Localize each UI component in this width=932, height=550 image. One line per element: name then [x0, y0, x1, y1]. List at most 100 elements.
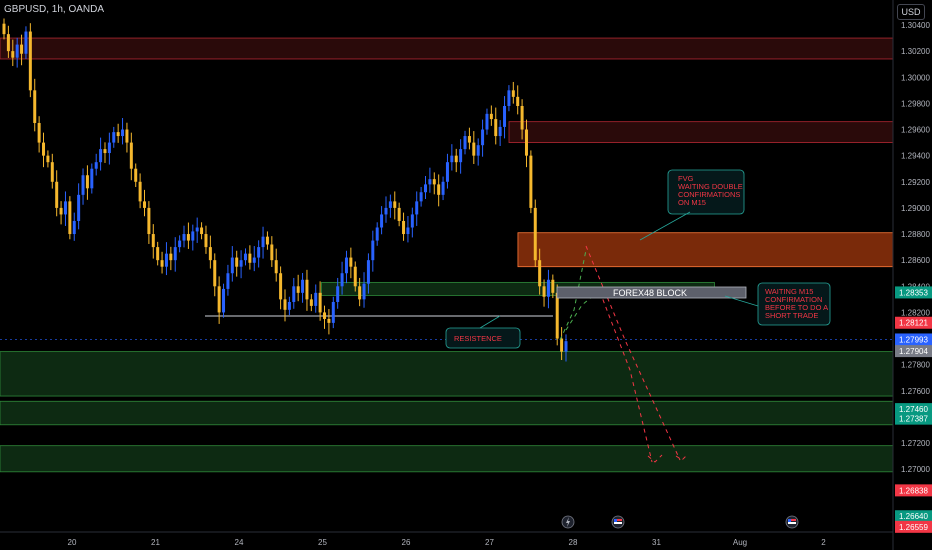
candle-body — [498, 126, 502, 137]
candle-body — [59, 207, 63, 215]
candle-body — [239, 260, 243, 267]
flag-stripe — [614, 519, 622, 521]
candle-body — [362, 283, 366, 300]
price-tag-label: 1.26640 — [899, 512, 928, 521]
forex48-block — [556, 286, 747, 299]
candle-body — [195, 227, 199, 232]
y-tick-label: 1.27600 — [901, 387, 930, 396]
candle-body — [2, 23, 6, 35]
candle-body — [103, 149, 107, 154]
candle-body — [85, 175, 89, 189]
candle-body — [121, 129, 125, 137]
flag-canton — [614, 519, 617, 522]
candle-body — [450, 155, 454, 163]
candle-body — [94, 162, 98, 169]
candle-body — [200, 227, 204, 235]
candle-body — [301, 279, 305, 293]
candle-body — [318, 292, 322, 313]
candle-body — [331, 301, 335, 323]
candle-body — [107, 142, 111, 154]
price-tag-label: 1.28121 — [899, 319, 928, 328]
zone-6 — [0, 445, 894, 473]
candle-body — [472, 142, 476, 156]
candle-body — [191, 231, 195, 241]
resistance-callout — [445, 327, 521, 349]
candle-body — [63, 201, 67, 215]
zone-1 — [508, 121, 894, 143]
candle-body — [538, 260, 542, 287]
candle-body — [481, 129, 485, 146]
y-tick-label: 1.28200 — [901, 308, 930, 317]
candle-body — [164, 253, 168, 267]
candle-body — [467, 136, 471, 143]
candle-body — [270, 244, 274, 261]
candle-body — [20, 44, 24, 54]
symbol-title[interactable]: GBPUSD, 1h, OANDA — [4, 4, 105, 15]
candle-body — [542, 286, 546, 297]
candle-body — [371, 240, 375, 261]
candle-body — [178, 240, 182, 248]
projection-green — [559, 249, 601, 341]
fvg-connector — [639, 211, 691, 241]
price-tag — [895, 520, 932, 533]
candle-body — [72, 220, 76, 235]
candle-body — [33, 90, 37, 123]
y-tick-label: 1.29200 — [901, 178, 930, 187]
waiting-callout-line: SHORT TRADE — [765, 311, 818, 320]
resistance-connector — [479, 315, 501, 329]
currency-selector[interactable]: USD — [897, 4, 925, 20]
candle-body — [28, 31, 32, 91]
x-tick-label: 27 — [485, 538, 494, 547]
candle-body — [252, 257, 256, 263]
candle-body — [182, 234, 186, 241]
fvg-callout-line: ON M15 — [678, 198, 706, 207]
candle-body — [428, 179, 432, 185]
candle-body — [90, 168, 94, 189]
candle-body — [125, 129, 129, 143]
x-tick-label: 25 — [318, 538, 327, 547]
price-tag — [895, 510, 932, 523]
candle-body — [169, 253, 173, 261]
price-tag-label: 1.27460 — [899, 405, 928, 414]
candle-body — [42, 142, 46, 156]
price-tag-label: 1.27387 — [899, 415, 928, 424]
x-tick-label: 28 — [569, 538, 578, 547]
y-tick-label: 1.29400 — [901, 152, 930, 161]
candle-body — [432, 179, 436, 185]
candle-body — [208, 247, 212, 261]
candle-body — [524, 129, 528, 156]
candle-body — [248, 253, 252, 263]
candle-body — [529, 155, 533, 208]
candle-body — [366, 260, 370, 284]
candle-body — [489, 113, 493, 120]
candle-body — [99, 149, 103, 163]
candle-body — [292, 286, 296, 302]
price-tag — [895, 345, 932, 358]
candle-body — [55, 181, 59, 208]
x-tick-label: 20 — [68, 538, 77, 547]
candle-body — [503, 106, 507, 127]
candle-body — [37, 122, 41, 143]
candle-body — [222, 288, 226, 313]
y-tick-label: 1.30200 — [901, 47, 930, 56]
price-tag — [895, 286, 932, 299]
flag-stripe — [614, 522, 622, 524]
candle-body — [353, 266, 357, 287]
candle-body — [173, 247, 177, 261]
candle-body — [516, 96, 520, 107]
zone-2 — [517, 232, 894, 268]
zone-0 — [0, 37, 894, 60]
candle-body — [358, 286, 362, 300]
fvg-callout-line: FVG — [678, 174, 694, 183]
price-tag — [895, 333, 932, 346]
y-tick-label: 1.29800 — [901, 99, 930, 108]
candle-body — [257, 247, 261, 258]
candle-body — [476, 145, 480, 156]
candle-body — [134, 168, 138, 182]
candle-body — [156, 247, 160, 261]
waiting-callout — [757, 282, 831, 326]
candle-body — [217, 286, 221, 313]
candle-body — [230, 257, 234, 274]
candle-body — [314, 292, 318, 306]
